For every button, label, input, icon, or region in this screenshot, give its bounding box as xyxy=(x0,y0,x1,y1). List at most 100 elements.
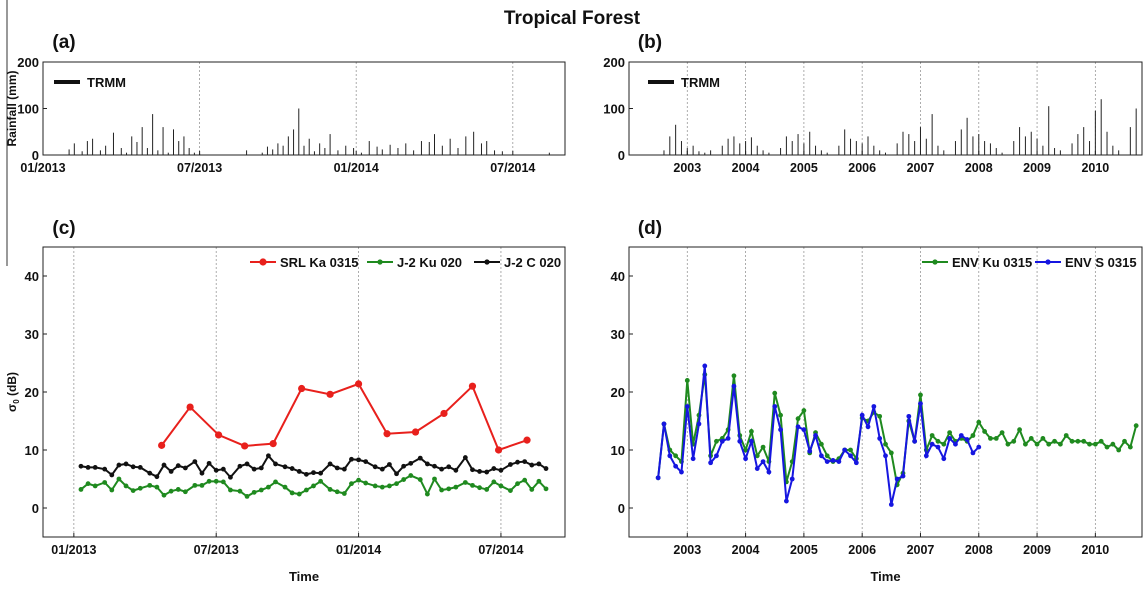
data-point xyxy=(714,453,719,459)
data-point xyxy=(372,483,378,489)
data-point xyxy=(446,464,452,470)
data-point xyxy=(269,440,277,448)
data-point xyxy=(137,485,143,491)
data-point xyxy=(182,465,188,471)
data-point xyxy=(477,469,482,474)
data-point xyxy=(303,471,309,477)
x-axis-label: Time xyxy=(289,569,319,584)
panel-label: (d) xyxy=(638,218,662,239)
data-point xyxy=(341,491,347,496)
x-tick-label: 2004 xyxy=(732,543,760,557)
x-tick-label: 2009 xyxy=(1023,161,1051,175)
panel-label: (b) xyxy=(638,32,662,53)
data-point xyxy=(228,474,233,480)
data-point xyxy=(941,456,947,462)
data-point xyxy=(958,433,964,438)
data-point xyxy=(795,424,801,430)
data-point xyxy=(522,477,528,483)
data-point xyxy=(220,479,226,485)
data-point xyxy=(85,481,91,487)
data-point xyxy=(929,433,935,438)
data-point xyxy=(970,450,976,456)
data-point xyxy=(251,466,257,472)
data-point xyxy=(719,438,725,444)
y-tick-label: 10 xyxy=(611,443,625,458)
data-point xyxy=(161,462,167,468)
data-point xyxy=(690,456,696,462)
data-point xyxy=(696,421,702,427)
x-tick-label: 2003 xyxy=(673,161,701,175)
data-point xyxy=(206,478,212,484)
data-point xyxy=(408,460,414,466)
legend-marker xyxy=(259,258,267,266)
data-point xyxy=(824,453,830,459)
data-point xyxy=(818,441,824,447)
y-tick-label: 0 xyxy=(618,148,625,163)
data-point xyxy=(807,448,813,454)
data-point xyxy=(78,463,84,469)
data-point xyxy=(859,412,865,418)
data-point xyxy=(484,469,490,475)
data-point xyxy=(999,430,1005,435)
data-point xyxy=(894,476,900,482)
x-tick-label: 07/2013 xyxy=(194,543,239,557)
data-point xyxy=(783,498,789,504)
data-point xyxy=(661,421,667,427)
data-point xyxy=(411,428,420,436)
data-point xyxy=(92,483,98,489)
data-point xyxy=(673,463,679,469)
data-point xyxy=(536,478,542,484)
data-point xyxy=(731,373,737,379)
x-tick-label: 2010 xyxy=(1081,161,1109,175)
data-point xyxy=(273,461,278,467)
data-point xyxy=(508,488,513,493)
data-point xyxy=(311,470,316,476)
data-point xyxy=(417,477,423,482)
data-point xyxy=(303,487,309,493)
data-point xyxy=(1133,423,1139,429)
data-point xyxy=(289,490,295,496)
data-point xyxy=(708,460,714,466)
data-point xyxy=(970,433,976,438)
data-point xyxy=(947,436,953,441)
data-point xyxy=(877,413,883,419)
x-tick-label: 2006 xyxy=(848,543,876,557)
data-point xyxy=(1034,441,1040,447)
data-point xyxy=(470,467,475,473)
data-point xyxy=(273,479,278,485)
data-point xyxy=(439,487,445,493)
data-point xyxy=(258,465,264,471)
data-point xyxy=(327,487,333,492)
legend-label: ENV Ku 0315 xyxy=(952,255,1032,270)
data-point xyxy=(296,491,302,497)
data-point xyxy=(667,453,673,459)
data-point xyxy=(1069,438,1075,444)
data-point xyxy=(192,459,198,464)
data-point xyxy=(1127,444,1133,450)
data-point xyxy=(334,489,340,495)
data-point xyxy=(801,408,807,413)
legend-marker xyxy=(377,259,383,265)
figure-title: Tropical Forest xyxy=(504,8,641,29)
x-tick-label: 01/2014 xyxy=(336,543,381,557)
data-point xyxy=(296,469,302,474)
x-tick-label: 2003 xyxy=(673,543,701,557)
data-point xyxy=(1052,438,1057,444)
data-point xyxy=(529,487,535,492)
data-point xyxy=(349,456,354,462)
data-point xyxy=(760,459,766,464)
data-point xyxy=(906,413,912,419)
y-axis-label: Rainfall (mm) xyxy=(5,70,19,146)
data-point xyxy=(123,461,129,467)
data-point xyxy=(766,469,772,475)
data-point xyxy=(154,484,160,490)
data-point xyxy=(102,466,108,472)
data-point xyxy=(237,463,243,469)
data-point xyxy=(244,494,250,499)
data-point xyxy=(282,484,288,490)
data-point xyxy=(244,461,250,467)
x-tick-label: 2004 xyxy=(732,161,760,175)
data-point xyxy=(1075,438,1081,444)
data-point xyxy=(439,466,445,472)
data-point xyxy=(725,436,731,441)
